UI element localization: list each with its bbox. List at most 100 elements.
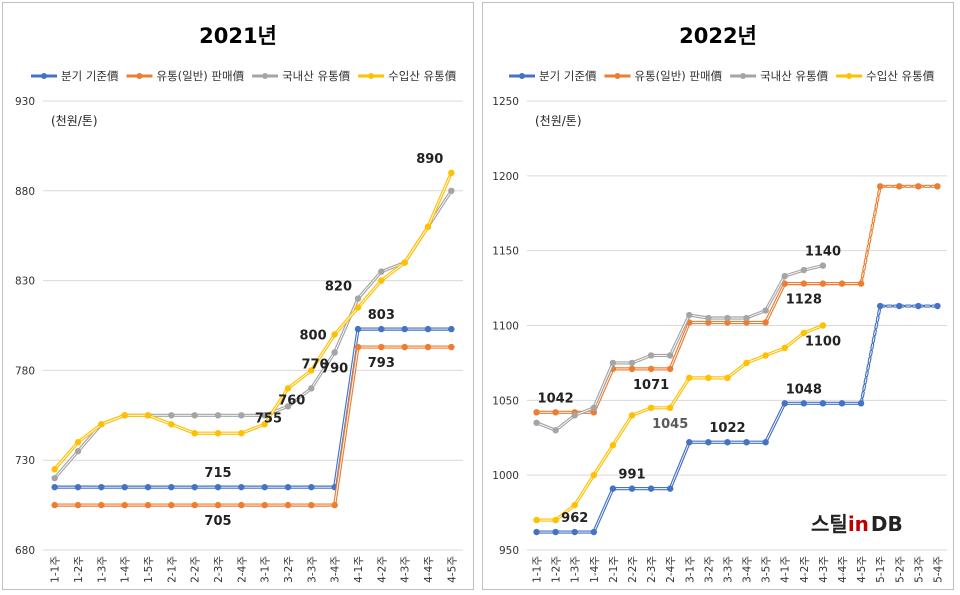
data-point — [590, 409, 598, 416]
series-segment-highlight — [574, 474, 595, 506]
data-point — [378, 268, 385, 275]
x-tick-label: 1-4주 — [120, 556, 132, 583]
x-tick-label: 4-1주 — [780, 556, 792, 583]
data-point — [51, 501, 58, 509]
data-point — [354, 325, 362, 333]
data-point — [424, 343, 432, 351]
data-point — [51, 474, 58, 482]
x-tick-label: 2-4주 — [665, 556, 677, 583]
x-tick-label: 2-3주 — [646, 556, 658, 583]
data-point — [168, 483, 175, 491]
data-point — [819, 262, 827, 269]
data-label: 793 — [368, 356, 395, 371]
series-segment-highlight — [727, 362, 747, 379]
unit-label: (천원/톤) — [51, 113, 98, 128]
legend-label: 수입산 유통價 — [866, 69, 935, 83]
series-segment-highlight — [860, 305, 881, 404]
x-tick-label: 1-2주 — [73, 556, 85, 583]
data-label: 1048 — [786, 382, 822, 397]
data-point — [762, 352, 769, 359]
x-tick-label: 4-5주 — [446, 556, 458, 583]
data-point — [238, 412, 245, 419]
series-segment-highlight — [784, 269, 805, 277]
data-point — [284, 385, 292, 392]
x-tick-label: 5-2주 — [894, 556, 906, 583]
series-segment-highlight — [784, 332, 805, 349]
data-point — [609, 485, 617, 492]
data-point — [590, 404, 598, 412]
series-segment-highlight — [669, 322, 690, 370]
data-point — [666, 365, 674, 373]
data-label: 715 — [204, 466, 231, 481]
series-segment-highlight — [536, 422, 557, 431]
data-point — [378, 325, 385, 333]
x-tick-label: 2-2주 — [627, 556, 639, 583]
data-point — [214, 412, 222, 419]
data-point — [724, 319, 731, 326]
data-point — [238, 483, 245, 491]
data-point — [838, 400, 846, 407]
data-point — [571, 412, 578, 419]
data-point — [819, 400, 827, 407]
data-point — [819, 322, 827, 329]
data-label: 820 — [325, 280, 352, 295]
data-point — [705, 314, 712, 322]
series-segment-highlight — [612, 414, 633, 446]
data-point — [666, 404, 674, 412]
data-point — [666, 352, 674, 359]
x-tick-label: 4-3주 — [818, 556, 830, 583]
x-tick-label: 3-1주 — [684, 556, 696, 583]
data-point — [401, 343, 408, 351]
data-point — [238, 430, 245, 437]
series-segment-highlight — [287, 369, 312, 389]
data-point — [590, 471, 598, 479]
series-segment-highlight — [746, 354, 767, 364]
series-s4 — [533, 322, 827, 524]
data-point — [819, 280, 827, 287]
data-point — [533, 419, 540, 426]
data-point — [121, 412, 128, 419]
x-tick-label: 2-3주 — [213, 556, 225, 583]
legend-item-s1: 분기 기준價 — [31, 69, 119, 83]
series-segment-highlight — [357, 280, 382, 308]
data-point — [354, 343, 362, 351]
data-point — [915, 302, 922, 310]
data-point — [743, 439, 750, 446]
legend-label: 국내산 유통價 — [760, 69, 829, 83]
y-tick-label: 1050 — [492, 395, 519, 407]
x-tick-label: 4-2주 — [376, 556, 388, 583]
data-point — [144, 412, 152, 419]
data-label: 991 — [618, 468, 645, 483]
chart-title: 2022년 — [679, 24, 757, 48]
data-point — [238, 501, 245, 509]
y-tick-label: 680 — [15, 545, 35, 557]
y-tick-label: 1200 — [492, 171, 519, 183]
data-point — [628, 359, 636, 367]
data-point — [168, 501, 175, 509]
data-label: 790 — [321, 361, 348, 376]
series-segment-highlight — [631, 407, 652, 416]
x-tick-label: 4-2주 — [799, 556, 811, 583]
data-point — [424, 223, 432, 230]
data-point — [628, 412, 636, 419]
x-tick-label: 3-1주 — [260, 556, 272, 583]
y-tick-label: 1150 — [492, 246, 519, 258]
data-label: 770 — [302, 357, 329, 372]
data-point — [781, 344, 788, 352]
data-point — [647, 404, 655, 412]
data-point — [647, 352, 655, 359]
data-label: 890 — [416, 152, 443, 167]
legend-item-s3: 국내산 유통價 — [252, 69, 351, 83]
series-segment-highlight — [380, 262, 406, 282]
data-label: 1071 — [633, 378, 669, 393]
data-label: 755 — [255, 411, 282, 426]
data-point — [284, 483, 292, 491]
data-point — [896, 302, 903, 310]
data-point — [628, 365, 636, 373]
data-point — [98, 501, 105, 509]
data-label: 1140 — [805, 245, 841, 260]
data-label: 705 — [204, 514, 231, 529]
data-point — [168, 412, 175, 419]
data-point — [724, 374, 731, 382]
